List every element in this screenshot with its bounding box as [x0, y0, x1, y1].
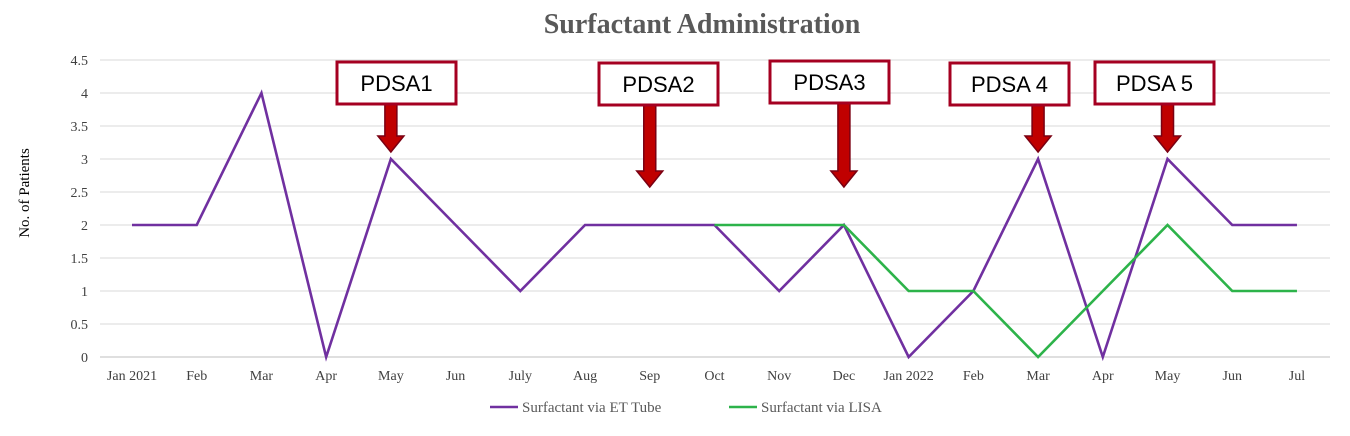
x-tick-label: Feb: [963, 369, 984, 384]
annotation-pdsa: PDSA 5: [1093, 60, 1216, 154]
x-tick-label: July: [509, 369, 532, 384]
x-tick-label: Jan 2022: [884, 369, 934, 384]
x-axis-ticks: Jan 2021 Feb Mar Apr May Jun July Aug Sep Oct Nov D…: [107, 369, 1305, 384]
legend-label: Surfactant via ET Tube: [522, 400, 662, 416]
annotations: PDSA1 PDSA2 PDSA3 PDSA 4 PDSA 5: [335, 59, 1216, 189]
annotation-box: [1093, 60, 1216, 106]
x-tick-label: Feb: [186, 369, 207, 384]
x-tick-label: May: [378, 369, 404, 384]
y-tick-label: 3: [81, 153, 88, 168]
annotation-label: PDSA 5: [1116, 71, 1193, 96]
annotation-pdsa: PDSA2: [597, 61, 720, 189]
x-tick-label: Jan 2021: [107, 369, 157, 384]
y-axis-label: No. of Patients: [17, 148, 33, 238]
y-tick-label: 1: [81, 285, 88, 300]
annotation-pdsa: PDSA1: [335, 60, 458, 154]
chart-title: Surfactant Administration: [544, 9, 861, 40]
legend-item: Surfactant via LISA: [729, 400, 882, 416]
x-tick-label: Jul: [1289, 369, 1305, 384]
y-tick-label: 4.5: [71, 54, 89, 69]
y-tick-label: 3.5: [71, 120, 89, 135]
annotation-label: PDSA3: [793, 70, 865, 95]
y-axis-ticks: 0 0.5 1 1.5 2 2.5 3 3.5 4 4.5: [71, 54, 89, 366]
annotation-label: PDSA 4: [971, 72, 1048, 97]
annotation-box: [335, 60, 458, 106]
down-arrow-icon: [1152, 103, 1183, 154]
legend: Surfactant via ET Tube Surfactant via LIS…: [490, 400, 882, 416]
down-arrow-icon: [376, 103, 406, 154]
x-tick-label: Dec: [833, 369, 856, 384]
series-lines: [132, 89, 1297, 362]
y-tick-label: 2.5: [71, 186, 89, 201]
annotation-box: [597, 61, 720, 107]
y-tick-label: 4: [81, 87, 88, 102]
legend-label: Surfactant via LISA: [761, 400, 882, 416]
down-arrow-icon: [635, 104, 665, 189]
y-tick-label: 0: [81, 351, 88, 366]
annotation-pdsa: PDSA3: [768, 59, 891, 189]
legend-item: Surfactant via ET Tube: [490, 400, 662, 416]
down-arrow-icon: [1023, 104, 1053, 154]
annotation-label: PDSA1: [360, 71, 432, 96]
y-tick-label: 0.5: [71, 318, 89, 333]
x-tick-label: Apr: [315, 369, 337, 384]
x-tick-label: Sep: [639, 369, 660, 384]
y-tick-label: 1.5: [71, 252, 89, 267]
x-tick-label: Jun: [1223, 369, 1242, 384]
series-line-2: [714, 223, 1297, 359]
x-tick-label: Aug: [573, 369, 597, 384]
x-tick-label: Nov: [767, 369, 791, 384]
annotation-box: [948, 61, 1071, 107]
x-tick-label: May: [1155, 369, 1181, 384]
down-arrow-icon: [829, 102, 859, 189]
x-tick-label: Apr: [1092, 369, 1114, 384]
x-tick-label: Mar: [1026, 369, 1050, 384]
x-tick-label: Oct: [704, 369, 724, 384]
annotation-label: PDSA2: [622, 72, 694, 97]
x-tick-label: Jun: [446, 369, 465, 384]
annotation-pdsa: PDSA 4: [948, 61, 1071, 154]
y-tick-label: 2: [81, 219, 88, 234]
x-tick-label: Mar: [250, 369, 274, 384]
annotation-box: [768, 59, 891, 105]
